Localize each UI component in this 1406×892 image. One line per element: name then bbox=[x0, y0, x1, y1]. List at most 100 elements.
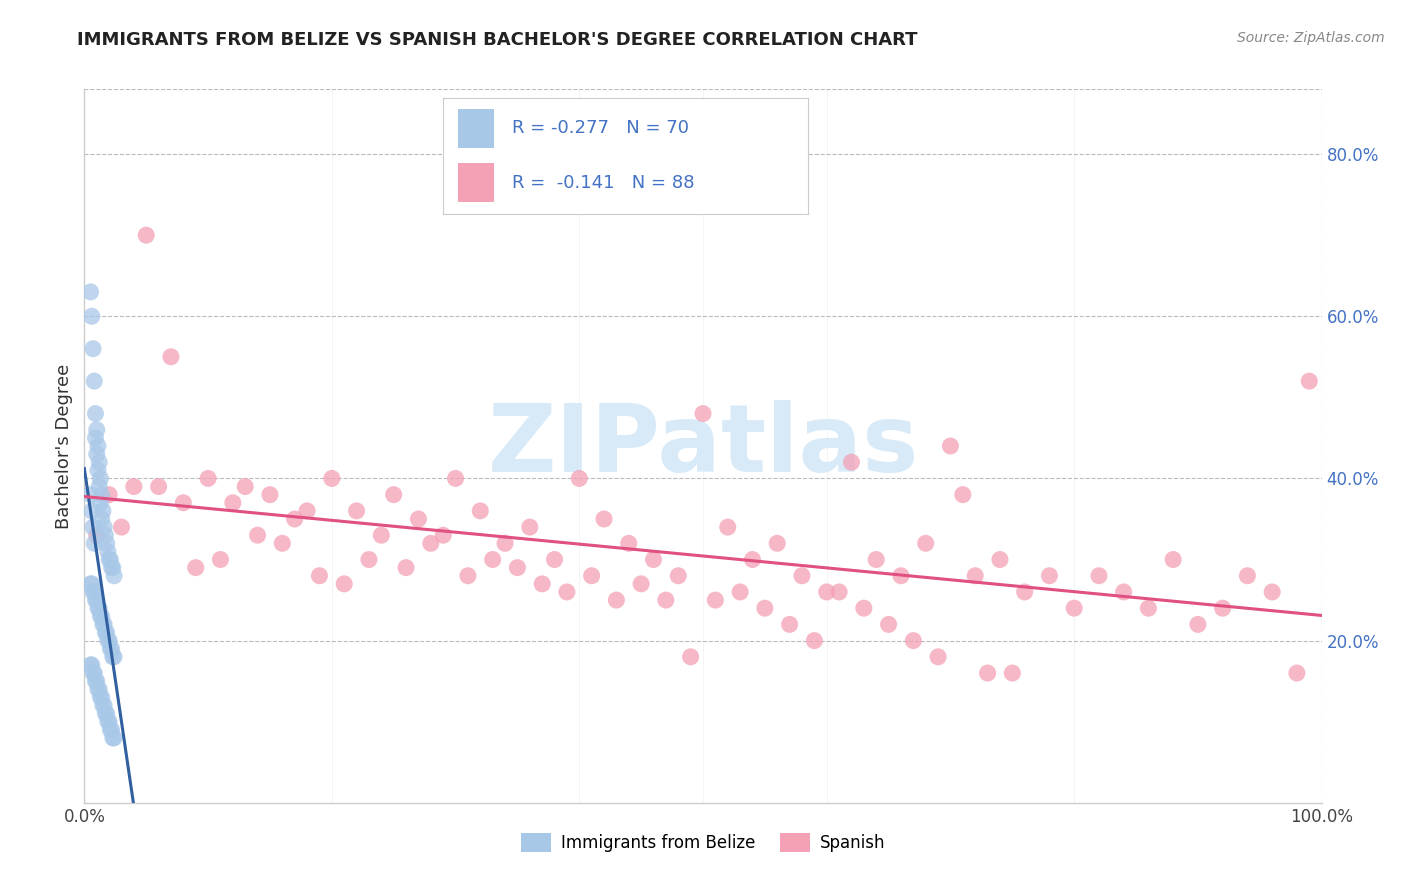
Point bbox=[80, 310, 103, 324]
Point bbox=[209, 552, 232, 566]
Point bbox=[96, 536, 118, 550]
Point bbox=[110, 520, 132, 534]
Point bbox=[259, 488, 281, 502]
Point bbox=[803, 633, 825, 648]
Point bbox=[976, 666, 998, 681]
Point bbox=[90, 488, 112, 502]
Text: R =  -0.141   N = 88: R = -0.141 N = 88 bbox=[512, 174, 695, 192]
Point bbox=[1014, 585, 1036, 599]
Point bbox=[1063, 601, 1085, 615]
Point bbox=[357, 552, 380, 566]
Point bbox=[704, 593, 727, 607]
Point bbox=[1137, 601, 1160, 615]
Point bbox=[184, 560, 207, 574]
Point bbox=[655, 593, 678, 607]
Point bbox=[531, 577, 554, 591]
Point bbox=[98, 641, 121, 656]
Point bbox=[89, 609, 111, 624]
Point bbox=[82, 585, 104, 599]
Point bbox=[79, 285, 101, 299]
Point bbox=[1285, 666, 1308, 681]
Point bbox=[419, 536, 441, 550]
Point bbox=[94, 706, 117, 721]
Point bbox=[90, 690, 112, 705]
Point bbox=[927, 649, 949, 664]
Point bbox=[444, 471, 467, 485]
Point bbox=[98, 723, 121, 737]
Point bbox=[86, 423, 108, 437]
Point bbox=[903, 633, 925, 648]
Point bbox=[97, 633, 120, 648]
Point bbox=[87, 601, 110, 615]
Point bbox=[91, 504, 114, 518]
Point bbox=[79, 488, 101, 502]
Point bbox=[519, 520, 541, 534]
Point bbox=[103, 731, 125, 745]
Point bbox=[965, 568, 987, 582]
FancyBboxPatch shape bbox=[457, 109, 494, 148]
Point bbox=[90, 512, 112, 526]
Point bbox=[333, 577, 356, 591]
Point bbox=[86, 447, 108, 461]
Point bbox=[96, 625, 118, 640]
Point bbox=[593, 512, 616, 526]
Point bbox=[87, 439, 110, 453]
Point bbox=[82, 342, 104, 356]
Point bbox=[506, 560, 529, 574]
Point bbox=[83, 536, 105, 550]
Point bbox=[666, 568, 689, 582]
Point bbox=[581, 568, 603, 582]
Point bbox=[101, 649, 124, 664]
Point bbox=[89, 682, 111, 697]
Point bbox=[79, 577, 101, 591]
Text: ZIPatlas: ZIPatlas bbox=[488, 400, 918, 492]
Point bbox=[1187, 617, 1209, 632]
Point bbox=[877, 617, 900, 632]
Point bbox=[94, 625, 117, 640]
Point bbox=[98, 488, 121, 502]
Point bbox=[79, 657, 101, 672]
Point bbox=[568, 471, 591, 485]
Point bbox=[865, 552, 887, 566]
Point bbox=[83, 666, 105, 681]
Point bbox=[643, 552, 665, 566]
Point bbox=[86, 528, 108, 542]
Point bbox=[1161, 552, 1184, 566]
Point bbox=[100, 723, 122, 737]
Point bbox=[135, 228, 157, 243]
Point bbox=[815, 585, 838, 599]
Point bbox=[103, 649, 125, 664]
Point bbox=[494, 536, 516, 550]
Point bbox=[1298, 374, 1320, 388]
Point bbox=[457, 568, 479, 582]
Point bbox=[98, 552, 121, 566]
Point bbox=[89, 479, 111, 493]
Point bbox=[617, 536, 640, 550]
Point bbox=[841, 455, 863, 469]
Point bbox=[828, 585, 851, 599]
Point bbox=[91, 698, 114, 713]
Point bbox=[346, 504, 368, 518]
Point bbox=[741, 552, 763, 566]
Point bbox=[98, 552, 121, 566]
Point bbox=[382, 488, 405, 502]
Point bbox=[988, 552, 1011, 566]
Point bbox=[94, 528, 117, 542]
Point bbox=[90, 609, 112, 624]
Point bbox=[408, 512, 430, 526]
Point bbox=[852, 601, 875, 615]
Point bbox=[395, 560, 418, 574]
Point bbox=[101, 560, 124, 574]
Legend: Immigrants from Belize, Spanish: Immigrants from Belize, Spanish bbox=[515, 826, 891, 859]
Point bbox=[728, 585, 751, 599]
Point bbox=[101, 731, 124, 745]
Y-axis label: Bachelor's Degree: Bachelor's Degree bbox=[55, 363, 73, 529]
Point bbox=[91, 617, 114, 632]
Point bbox=[543, 552, 565, 566]
Point bbox=[80, 577, 103, 591]
Point bbox=[172, 496, 194, 510]
Point bbox=[82, 666, 104, 681]
Point bbox=[295, 504, 318, 518]
Point bbox=[233, 479, 256, 493]
Point bbox=[148, 479, 170, 493]
